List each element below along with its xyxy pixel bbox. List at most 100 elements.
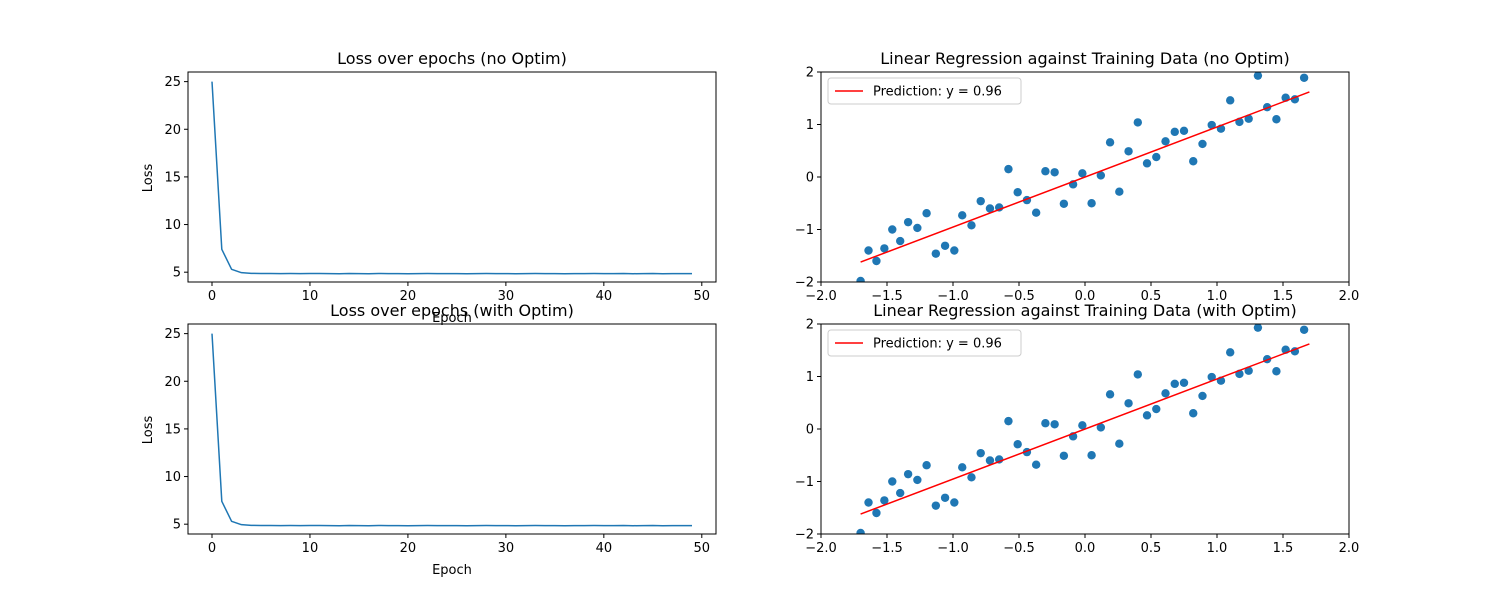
x-tick-label: −1.5 [871,541,903,556]
data-point [985,456,995,465]
chart-title: Loss over epochs (with Optim) [330,301,574,320]
y-tick-label: 2 [806,318,814,333]
data-point [976,448,985,458]
axes-frame [820,323,1350,535]
data-point [1161,389,1170,398]
data-point [1179,378,1189,387]
loss-chart-with-optim: Loss over epochs (with Optim) Epoch Loss… [141,301,717,578]
data-point [1142,159,1152,168]
data-point [1179,126,1189,135]
x-tick-label: 20 [400,289,417,304]
x-tick-label: 1.5 [1273,541,1294,556]
data-point [872,256,881,266]
x-tick-label: −2.0 [805,541,837,556]
x-tick-label: −2.0 [805,289,837,304]
data-point [1115,439,1124,448]
y-tick-label: −2 [795,528,814,543]
axes-frame [820,71,1350,283]
data-point [1299,325,1309,334]
data-point [1013,440,1022,449]
data-point [1105,390,1115,399]
data-point [1253,72,1263,80]
data-point [931,249,941,258]
data-point [1152,152,1161,162]
data-point [940,241,950,250]
x-tick-label: 0 [208,289,216,304]
loss-series-line [211,333,692,527]
data-point [903,217,913,227]
prediction-line [860,91,1310,263]
x-tick-label: −1.0 [937,541,969,556]
data-point [958,211,967,220]
data-point [1105,138,1115,147]
data-point [913,223,922,233]
data-point [888,477,897,486]
data-point [1078,421,1087,430]
data-point [1152,404,1161,414]
data-point [967,221,976,230]
y-tick-label: −1 [795,223,814,238]
data-point [913,475,922,485]
data-point [1207,120,1216,130]
data-point [1124,399,1133,408]
data-point [856,528,865,534]
y-tick-label: −1 [795,475,814,490]
x-tick-label: −0.5 [1003,289,1035,304]
data-point [1170,379,1179,389]
data-point [1142,411,1152,420]
legend: Prediction: y = 0.96 [827,329,1022,357]
data-point [1050,168,1059,177]
y-tick-label: −2 [795,276,814,291]
x-tick-label: 1.0 [1207,541,1228,556]
y-tick-label: 10 [164,470,181,485]
x-tick-label: −1.5 [871,289,903,304]
data-point [1198,391,1207,401]
data-point [1031,460,1041,469]
y-tick-label: 1 [806,370,814,385]
prediction-line [860,343,1310,515]
y-tick-label: 25 [164,327,181,342]
data-point [1078,169,1087,178]
data-layer [856,324,1310,534]
data-point [950,246,959,255]
x-tick-label: 10 [302,289,319,304]
y-tick-label: 0 [806,423,814,438]
x-tick-label: 30 [498,541,515,556]
data-point [1244,366,1253,375]
data-point [958,463,967,472]
x-tick-label: 40 [596,289,613,304]
x-tick-label: 2.0 [1339,541,1360,556]
x-tick-label: 0 [208,541,216,556]
plot-area: 0 10 20 30 40 50 5 10 15 20 25 [164,75,710,304]
data-point [1272,115,1281,124]
data-point [896,488,905,498]
legend: Prediction: y = 0.96 [827,77,1022,105]
y-tick-label: 5 [173,266,181,281]
x-tick-label: 0.0 [1075,289,1096,304]
x-tick-label: 0.5 [1141,541,1162,556]
data-point [922,461,931,470]
data-point [931,501,941,510]
legend-label: Prediction: y = 0.96 [873,85,1002,100]
data-layer [856,72,1310,282]
data-point [1244,114,1253,123]
x-tick-label: −1.0 [937,289,969,304]
data-point [1198,139,1207,149]
data-point [1096,423,1106,432]
data-point [922,209,931,218]
data-point [1115,187,1124,196]
x-tick-label: 20 [400,541,417,556]
data-point [1189,157,1198,166]
y-tick-label: 25 [164,75,181,90]
loss-series-line [211,81,692,275]
data-point [896,236,905,246]
y-tick-label: 5 [173,518,181,533]
data-point [1087,451,1096,460]
data-point [1189,409,1198,418]
data-point [1096,171,1106,180]
data-point [985,204,995,213]
data-point [1226,348,1235,357]
x-axis-label: Epoch [432,311,472,326]
data-point [1299,73,1309,82]
